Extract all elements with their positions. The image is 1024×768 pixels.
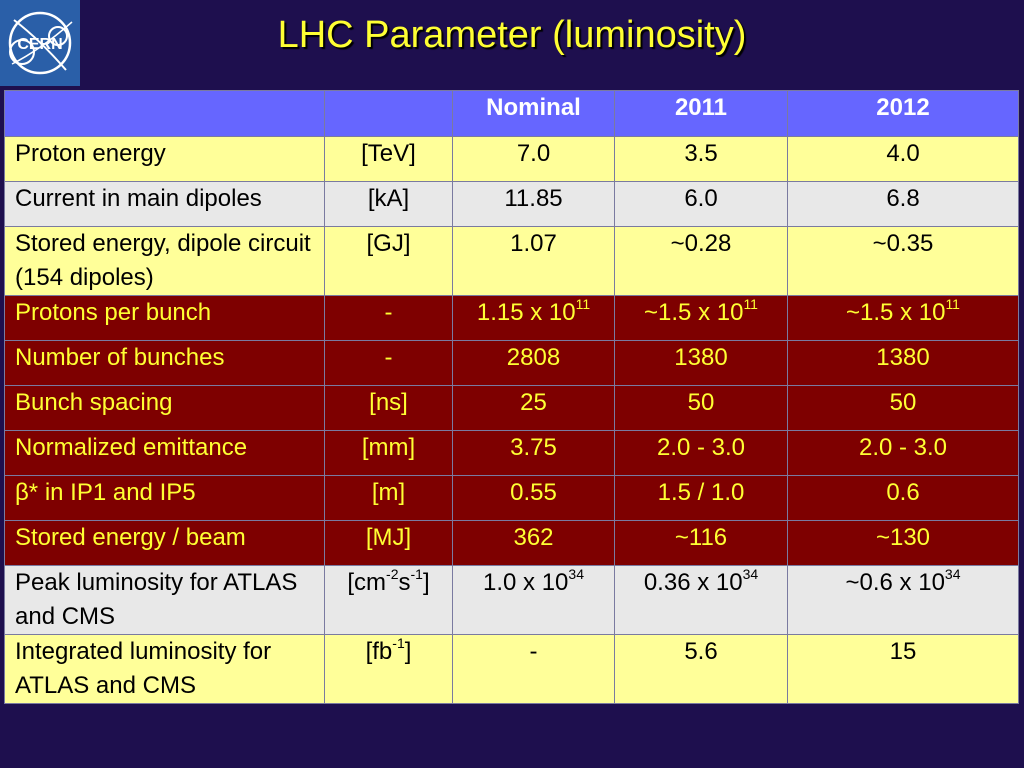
nominal-cell: 1.0 x 1034 [452,565,615,635]
value-2012-cell: 2.0 - 3.0 [787,430,1019,476]
nominal-cell: 3.75 [452,430,615,476]
param-cell: Current in main dipoles [4,181,325,227]
table-row: Protons per bunch - 1.15 x 1011 ~1.5 x 1… [4,295,1019,341]
value-base: ~1.5 x 10 [846,299,946,326]
value-2011-cell: 5.6 [614,634,788,704]
value-2011-cell: 6.0 [614,181,788,227]
unit-cell: [mm] [324,430,453,476]
table-row: Bunch spacing [ns] 25 50 50 [4,385,1019,431]
param-cell: Proton energy [4,136,325,182]
unit-part: ] [422,569,430,596]
value-base: 1.0 x 10 [483,569,569,596]
table-header-row: Nominal 2011 2012 [4,90,1019,137]
param-cell: Integrated luminosity for ATLAS and CMS [4,634,325,704]
table-row: β* in IP1 and IP5 [m] 0.55 1.5 / 1.0 0.6 [4,475,1019,521]
header-parameter [4,90,325,137]
lhc-parameter-table: Nominal 2011 2012 Proton energy [TeV] 7.… [4,90,1019,704]
nominal-cell: 1.07 [452,226,615,296]
unit-cell: [m] [324,475,453,521]
value-2011-cell: ~116 [614,520,788,566]
unit-cell: [fb-1] [324,634,453,704]
value-2012-cell: ~130 [787,520,1019,566]
value-base: ~0.6 x 10 [845,569,945,596]
param-cell: Bunch spacing [4,385,325,431]
unit-part: ] [404,638,412,665]
unit-cell: [cm-2s-1] [324,565,453,635]
value-2012-cell: 50 [787,385,1019,431]
value-2011-cell: ~0.28 [614,226,788,296]
nominal-cell: 0.55 [452,475,615,521]
nominal-cell: 7.0 [452,136,615,182]
table-row: Number of bunches - 2808 1380 1380 [4,340,1019,386]
table-row: Proton energy [TeV] 7.0 3.5 4.0 [4,136,1019,182]
value-2012-cell: ~0.6 x 1034 [787,565,1019,635]
param-cell: Normalized emittance [4,430,325,476]
nominal-cell: 11.85 [452,181,615,227]
unit-exponent: -1 [410,566,423,582]
header-2012: 2012 [787,90,1019,137]
table-row: Stored energy / beam [MJ] 362 ~116 ~130 [4,520,1019,566]
unit-part: [fb [365,638,393,665]
unit-part: [cm [347,569,387,596]
unit-cell: [ns] [324,385,453,431]
param-cell: Peak luminosity for ATLAS and CMS [4,565,325,635]
value-base: 0.36 x 10 [643,569,743,596]
value-exponent: 11 [743,296,758,312]
table-row: Integrated luminosity for ATLAS and CMS … [4,634,1019,704]
table-row: Stored energy, dipole circuit (154 dipol… [4,226,1019,296]
param-cell: Protons per bunch [4,295,325,341]
table-row: Normalized emittance [mm] 3.75 2.0 - 3.0… [4,430,1019,476]
nominal-cell: 25 [452,385,615,431]
value-2011-cell: 2.0 - 3.0 [614,430,788,476]
unit-exponent: -2 [386,566,399,582]
unit-cell: - [324,340,453,386]
value-2011-cell: 50 [614,385,788,431]
header-nominal: Nominal [452,90,615,137]
unit-cell: [TeV] [324,136,453,182]
unit-cell: - [324,295,453,341]
value-exponent: 11 [945,296,960,312]
nominal-cell: 362 [452,520,615,566]
param-cell: Stored energy, dipole circuit (154 dipol… [4,226,325,296]
value-2011-cell: 1.5 / 1.0 [614,475,788,521]
unit-cell: [kA] [324,181,453,227]
value-2012-cell: 15 [787,634,1019,704]
unit-cell: [MJ] [324,520,453,566]
value-2011-cell: 3.5 [614,136,788,182]
nominal-cell: 2808 [452,340,615,386]
nominal-cell: - [452,634,615,704]
value-2011-cell: 0.36 x 1034 [614,565,788,635]
slide-title: LHC Parameter (luminosity) [277,14,747,56]
cern-logo: CERN [0,0,80,86]
table-row: Peak luminosity for ATLAS and CMS [cm-2s… [4,565,1019,635]
svg-text:CERN: CERN [17,36,62,53]
value-2012-cell: ~1.5 x 1011 [787,295,1019,341]
unit-cell: [GJ] [324,226,453,296]
table-row: Current in main dipoles [kA] 11.85 6.0 6… [4,181,1019,227]
value-2011-cell: 1380 [614,340,788,386]
value-2012-cell: 6.8 [787,181,1019,227]
header-unit [324,90,453,137]
value-2012-cell: ~0.35 [787,226,1019,296]
unit-exponent: -1 [392,635,405,651]
param-cell: Number of bunches [4,340,325,386]
value-exponent: 34 [568,566,584,582]
header-2011: 2011 [614,90,788,137]
value-exponent: 34 [742,566,759,582]
param-cell: Stored energy / beam [4,520,325,566]
value-exponent: 11 [575,296,591,312]
value-2012-cell: 4.0 [787,136,1019,182]
value-2012-cell: 0.6 [787,475,1019,521]
nominal-cell: 1.15 x 1011 [452,295,615,341]
value-exponent: 34 [944,566,961,582]
value-base: ~1.5 x 10 [644,299,744,326]
param-cell: β* in IP1 and IP5 [4,475,325,521]
value-2012-cell: 1380 [787,340,1019,386]
value-2011-cell: ~1.5 x 1011 [614,295,788,341]
value-base: 1.15 x 10 [476,299,576,326]
unit-part: s [398,569,411,596]
